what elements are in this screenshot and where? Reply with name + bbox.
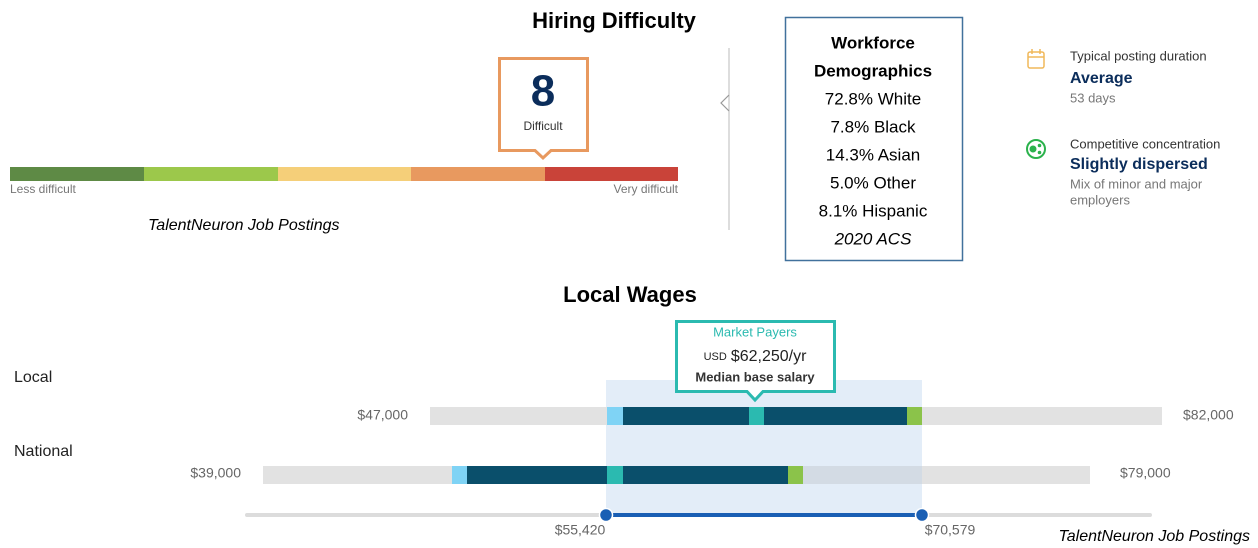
stat-detail: 53 days <box>1070 90 1116 105</box>
gauge-segment <box>10 167 144 181</box>
stat-detail: employers <box>1070 192 1130 207</box>
section-title: Local Wages <box>563 282 697 307</box>
scale-max: Very difficult <box>614 182 679 196</box>
demographics-title: Demographics <box>814 61 932 80</box>
score-box <box>498 57 589 161</box>
chevron <box>720 94 730 112</box>
wage-max: $82,000 <box>1183 407 1234 423</box>
demographic-item: 72.8% White <box>825 89 921 108</box>
gauge-segment <box>144 167 278 181</box>
range-low: $55,420 <box>555 522 606 538</box>
demographic-item: 7.8% Black <box>830 117 916 136</box>
range-handle[interactable] <box>598 507 614 523</box>
national-wage-bar <box>263 466 1090 484</box>
demographic-item: 5.0% Other <box>830 173 916 192</box>
amount: $62,250/yr <box>731 348 807 365</box>
tooltip-caption: Median base salary <box>695 369 815 384</box>
calendar-icon <box>1027 49 1045 69</box>
tooltip-box <box>675 320 836 403</box>
wage-min: $47,000 <box>357 407 408 423</box>
stat-value: Slightly dispersed <box>1070 156 1208 173</box>
row-name: Local <box>14 369 52 386</box>
wage-max: $79,000 <box>1120 465 1171 481</box>
demographic-item: 14.3% Asian <box>826 145 921 164</box>
row-name: National <box>14 443 73 460</box>
section-title: Hiring Difficulty <box>532 8 697 33</box>
gauge-segment <box>545 167 678 181</box>
source: TalentNeuron Job Postings <box>1058 528 1250 545</box>
range-handle[interactable] <box>914 507 930 523</box>
score: 8 <box>531 67 555 116</box>
demographics-title: Workforce <box>831 33 915 52</box>
stat-label: Competitive concentration <box>1070 136 1220 151</box>
wage-min: $39,000 <box>190 465 241 481</box>
gauge-segment <box>278 167 411 181</box>
local-wage-bar <box>430 407 1162 425</box>
concentration-icon <box>1026 139 1046 159</box>
stat-value: Average <box>1070 70 1133 87</box>
tooltip-heading: Market Payers <box>713 324 797 339</box>
market-range-band <box>606 380 922 513</box>
demographic-item: 8.1% Hispanic <box>819 201 928 220</box>
scale-min: Less difficult <box>10 182 76 196</box>
demographics-box <box>784 16 964 262</box>
tooltip-amount-line: USD $62,250/yr <box>704 348 808 365</box>
currency: USD <box>704 351 727 363</box>
range-high: $70,579 <box>925 522 976 538</box>
gauge-segment <box>411 167 545 181</box>
source: TalentNeuron Job Postings <box>148 217 340 234</box>
difficulty-gauge <box>10 167 678 181</box>
score-label: Difficult <box>523 119 563 133</box>
demographics-source: 2020 ACS <box>834 229 913 248</box>
stat-detail: Mix of minor and major <box>1070 176 1203 191</box>
stat-label: Typical posting duration <box>1070 48 1207 63</box>
